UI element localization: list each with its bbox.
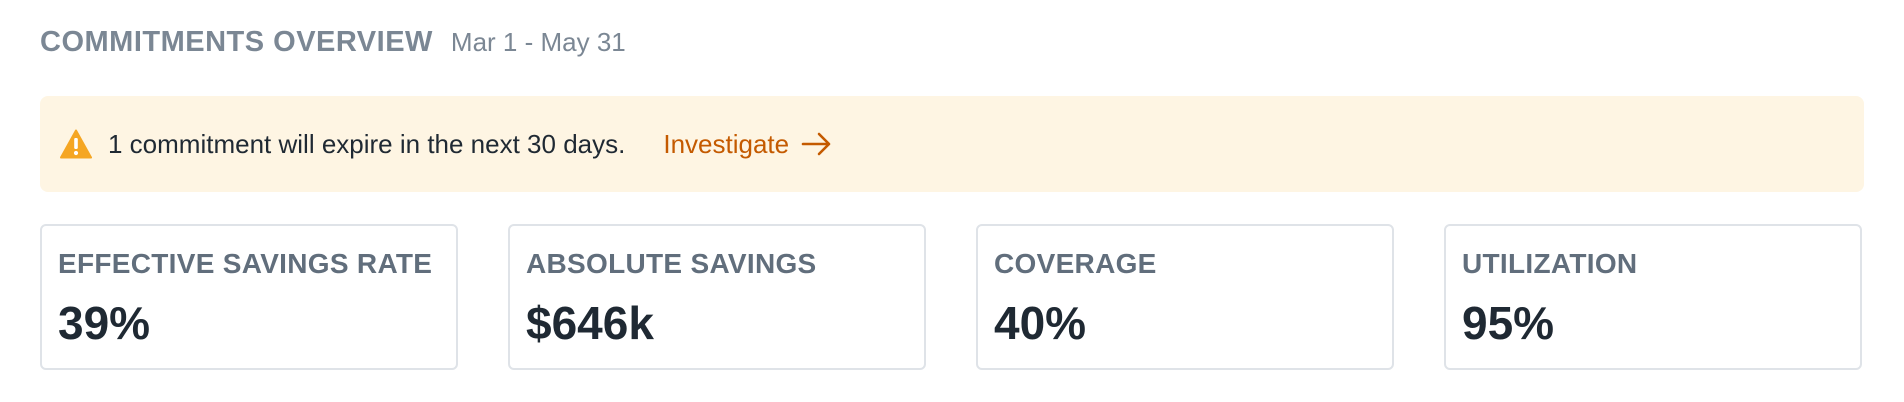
alert-message: 1 commitment will expire in the next 30 …	[108, 128, 626, 159]
arrow-right-icon	[801, 131, 833, 157]
metric-card-absolute-savings: ABSOLUTE SAVINGS $646k	[508, 224, 926, 370]
metric-card-coverage: COVERAGE 40%	[976, 224, 1394, 370]
metric-card-effective-savings-rate: EFFECTIVE SAVINGS RATE 39%	[40, 224, 458, 370]
commitments-overview-page: COMMITMENTS OVERVIEW Mar 1 - May 31 1 co…	[40, 26, 1864, 370]
expiry-alert-banner: 1 commitment will expire in the next 30 …	[40, 96, 1864, 192]
page-title: COMMITMENTS OVERVIEW	[40, 26, 433, 58]
metric-label: COVERAGE	[994, 248, 1157, 279]
metric-label: EFFECTIVE SAVINGS RATE	[58, 248, 433, 279]
metric-label: ABSOLUTE SAVINGS	[526, 248, 817, 279]
metric-value: 95%	[1462, 297, 1555, 349]
investigate-link-label: Investigate	[663, 128, 790, 159]
metric-cards: EFFECTIVE SAVINGS RATE 39% ABSOLUTE SAVI…	[40, 224, 1864, 370]
date-range: Mar 1 - May 31	[450, 27, 626, 57]
metric-card-utilization: UTILIZATION 95%	[1444, 224, 1862, 370]
metric-label: UTILIZATION	[1462, 248, 1638, 279]
page-header: COMMITMENTS OVERVIEW Mar 1 - May 31	[40, 26, 1864, 62]
investigate-link[interactable]: Investigate	[663, 129, 833, 160]
metric-value: $646k	[526, 297, 654, 349]
warning-icon	[60, 129, 92, 159]
metric-value: 39%	[58, 297, 151, 349]
metric-value: 40%	[994, 297, 1087, 349]
